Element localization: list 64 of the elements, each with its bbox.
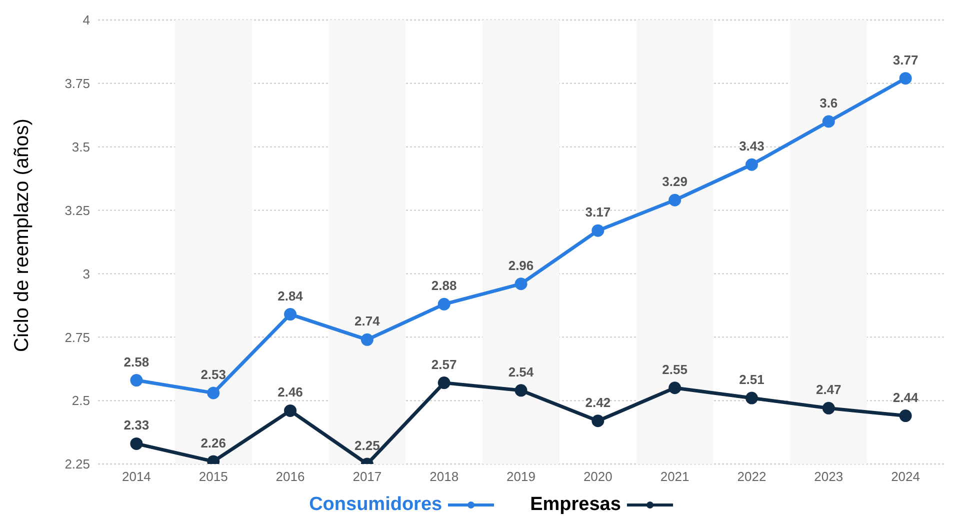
data-label: 3.17 (585, 204, 611, 220)
point (592, 414, 604, 428)
point (899, 72, 912, 85)
x-tick-label: 2018 (430, 469, 459, 484)
data-label: 3.43 (739, 138, 764, 154)
x-tick-label: 2023 (814, 469, 844, 484)
data-label: 2.44 (892, 390, 919, 405)
point (438, 376, 450, 390)
y-tick-label: 2.5 (72, 393, 90, 408)
point (130, 437, 143, 450)
point (899, 410, 912, 422)
data-label: 2.53 (200, 366, 226, 382)
point (822, 115, 835, 128)
data-label: 2.74 (354, 314, 381, 329)
x-tick-label: 2016 (276, 469, 305, 484)
point (284, 308, 297, 321)
data-label: 2.47 (816, 382, 842, 398)
point (592, 224, 604, 237)
point (822, 402, 835, 414)
point (130, 374, 143, 387)
y-tick-label: 3.5 (72, 139, 90, 154)
point (284, 404, 297, 417)
data-label: 2.84 (278, 288, 304, 304)
x-tick-label: 2022 (737, 469, 766, 484)
point (207, 386, 220, 400)
data-label: 3.77 (892, 52, 918, 68)
x-tick-label: 2020 (583, 469, 612, 484)
data-label: 2.51 (739, 372, 764, 388)
point (438, 298, 450, 310)
y-tick-label: 3 (82, 266, 90, 282)
x-tick-label: 2015 (198, 469, 228, 484)
point (360, 333, 374, 346)
y-tick-label: 3.25 (64, 202, 90, 218)
point (745, 158, 758, 171)
x-tick-label: 2017 (352, 469, 382, 484)
y-tick-label: 2.25 (64, 456, 90, 472)
data-label: 2.25 (354, 438, 380, 453)
data-label: 2.96 (508, 258, 534, 273)
data-label: 2.55 (662, 362, 688, 377)
point (514, 278, 528, 290)
legend-label: Consumidores (309, 494, 444, 516)
x-tick-label: 2019 (506, 469, 536, 484)
data-label: 2.42 (585, 394, 611, 410)
data-label: 2.88 (431, 278, 457, 294)
data-label: 3.29 (662, 174, 688, 190)
data-label: 2.57 (431, 356, 457, 372)
y-tick-label: 4 (82, 12, 90, 28)
y-axis-title: Ciclo de reemplazo (años) (11, 118, 34, 352)
data-label: 2.46 (278, 384, 303, 400)
point (745, 392, 758, 404)
point (668, 194, 682, 206)
x-tick-label: 2014 (122, 469, 151, 484)
data-label: 2.58 (124, 354, 150, 370)
data-label: 2.26 (200, 435, 226, 450)
data-label: 2.54 (508, 364, 534, 380)
y-tick-label: 3.75 (64, 76, 90, 92)
legend-label: Empresas (530, 494, 622, 516)
x-tick-label: 2021 (660, 469, 690, 484)
x-tick-label: 2024 (891, 469, 920, 484)
data-label: 3.6 (820, 95, 838, 110)
y-tick-label: 2.75 (64, 330, 90, 345)
data-label: 2.33 (124, 418, 150, 433)
point (514, 384, 528, 397)
point (668, 382, 682, 394)
